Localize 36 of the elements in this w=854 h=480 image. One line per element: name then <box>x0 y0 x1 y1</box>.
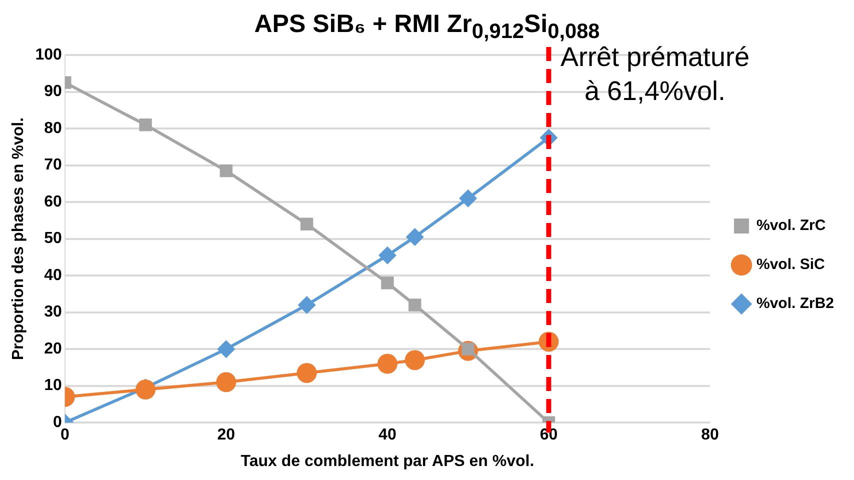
point <box>381 276 394 290</box>
y-tick-label: 80 <box>44 120 62 137</box>
y-tick-label: 70 <box>44 156 62 174</box>
y-axis-title: Proportion des phases en %vol. <box>10 117 28 360</box>
legend-label: %vol. SiC <box>756 256 825 274</box>
annotation: Arrêt prématuré à 61,4%vol. <box>560 42 750 106</box>
point <box>217 340 236 358</box>
point <box>298 296 316 314</box>
point <box>139 118 152 132</box>
x-tick-label: 80 <box>701 426 719 444</box>
y-tick-label: 0 <box>52 414 62 432</box>
point <box>216 372 236 392</box>
y-tick-label: 10 <box>44 377 62 394</box>
point <box>377 354 398 374</box>
y-tick-label: 100 <box>35 46 62 64</box>
point <box>296 362 317 383</box>
point <box>378 246 396 264</box>
legend-label: %vol. ZrC <box>756 217 826 234</box>
y-tick-label: 20 <box>44 340 62 358</box>
point <box>406 228 424 246</box>
y-tick-label: 60 <box>44 193 62 210</box>
point <box>300 218 314 230</box>
point <box>459 189 478 208</box>
y-tick-label: 30 <box>44 304 62 321</box>
y-tick-label: 50 <box>44 230 62 248</box>
chart-title: APS SiB₆ + RMI Zr$_{0,912}$Si$_{0,088}$ <box>254 10 600 43</box>
point <box>136 380 156 400</box>
x-tick-label: 20 <box>217 426 236 444</box>
x-axis-title: Taux de comblement par APS en %vol. <box>240 452 534 470</box>
x-tick-label: 40 <box>378 426 396 444</box>
point <box>220 164 233 178</box>
point <box>404 350 425 370</box>
y-tick-label: 90 <box>44 83 62 100</box>
point <box>408 298 422 312</box>
legend-label: %vol. ZrB2 <box>756 295 834 312</box>
y-tick-label: 40 <box>44 266 62 284</box>
